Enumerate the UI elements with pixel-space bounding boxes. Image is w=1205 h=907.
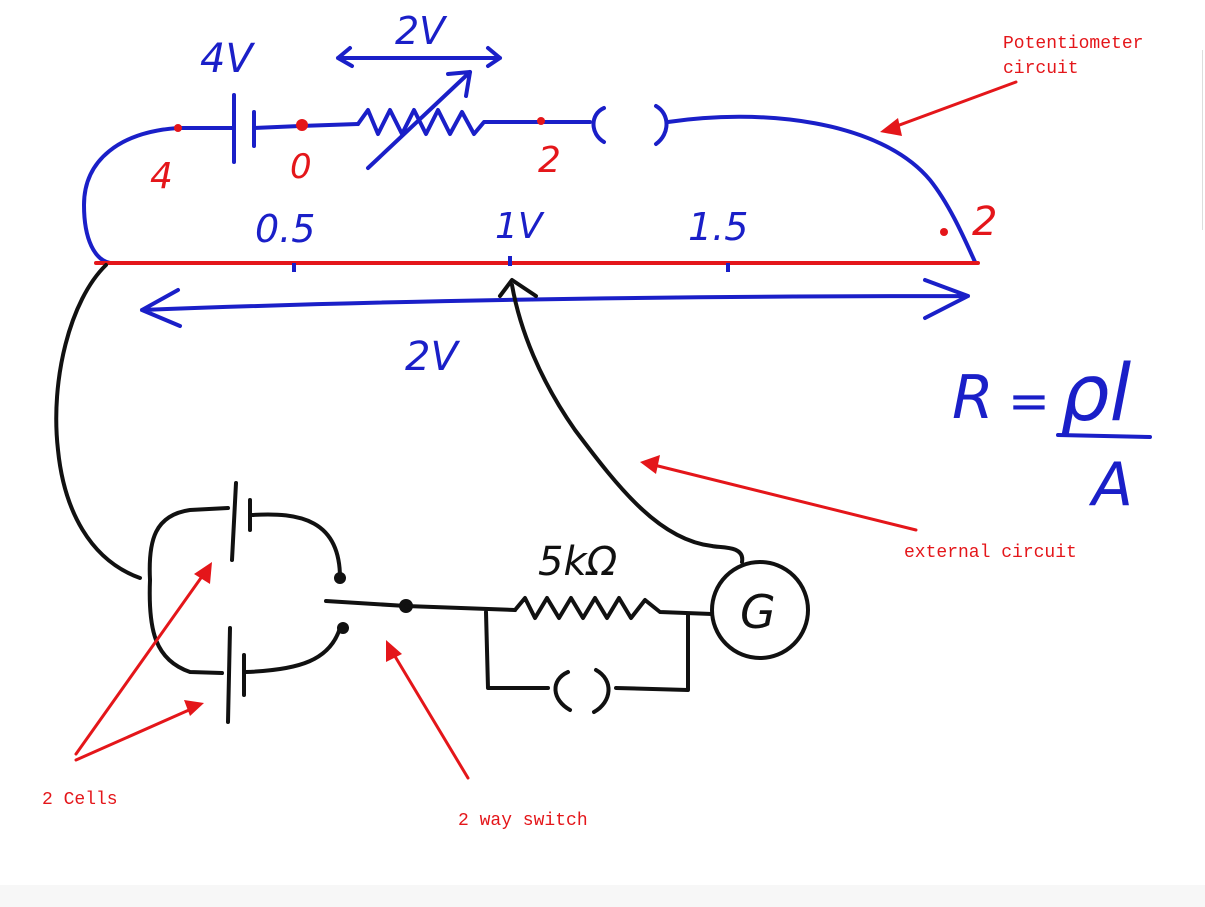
mark-label-1V: 1V: [495, 206, 545, 247]
two-way-switch-label: 2 way switch: [458, 811, 588, 831]
rheostat-arrowhead: [446, 70, 472, 98]
pot-left-wire: [82, 126, 180, 265]
frame-edge: [1202, 50, 1203, 230]
resistivity-formula: R = ρl A: [952, 349, 1152, 520]
source-voltage-label: 4V: [200, 36, 255, 82]
annotations: Potentiometer circuit external circuit 2…: [42, 34, 1143, 831]
node-label-4: 4: [150, 156, 173, 197]
parallel-branch: [484, 610, 690, 692]
parallel-key-right: [592, 668, 611, 714]
galvanometer-label: G: [740, 585, 776, 639]
potentiometer-label-line1: Potentiometer: [1003, 34, 1143, 54]
formula-numerator: ρl: [1060, 349, 1132, 439]
jockey-lead: [510, 283, 745, 564]
mark-label-1.5: 1.5: [688, 205, 748, 249]
pot-right-wire: [666, 114, 977, 264]
jockey-arrowhead: [498, 278, 538, 298]
node-dot-4: [174, 124, 182, 132]
wire-span-arrow: [140, 278, 970, 328]
potentiometer-pointer-head: [880, 118, 902, 136]
parallel-key-left: [553, 670, 572, 712]
cell-1-lead: [250, 512, 342, 580]
potentiometer-label-line2: circuit: [1003, 59, 1079, 79]
resistor-label: 5kΩ: [538, 539, 618, 585]
switch-arm: [324, 599, 408, 608]
galvanometer: [710, 560, 810, 660]
pot-key-right: [654, 104, 669, 146]
two-cells-pointer-lower-head: [184, 700, 204, 716]
external-circuit-pointer: [648, 462, 918, 532]
switch-contact-top: [334, 572, 346, 584]
footer-strip: [0, 885, 1205, 907]
node-label-2: 2: [538, 140, 561, 181]
formula-equals: =: [1008, 372, 1050, 430]
two-cells-pointer-lower: [74, 704, 200, 762]
external-circuit-label: external circuit: [904, 543, 1077, 563]
cell-2-lead: [244, 626, 342, 674]
wire-span-label: 2V: [405, 334, 460, 380]
formula-fraction-bar: [1056, 433, 1152, 439]
two-cells-pointer-upper: [74, 566, 210, 756]
formula-lhs: R: [952, 363, 994, 433]
ext-left-wire: [54, 263, 142, 580]
potentiometer-pointer: [884, 80, 1018, 132]
mark-label-0.5: 0.5: [255, 207, 315, 251]
cell-branch-loop: [147, 506, 230, 582]
external-circuit-pointer-head: [640, 455, 660, 474]
cell-branch-lower: [147, 578, 224, 675]
pot-key-left: [591, 106, 606, 144]
rheostat-zigzag: [356, 108, 542, 136]
external-circuit: 5kΩ G: [54, 263, 810, 724]
cell-1-long-plate: [230, 481, 238, 562]
rheostat-voltage-arrow: [336, 46, 502, 68]
two-cells-pointer-upper-head: [194, 562, 212, 584]
ext-lead-to-resistor: [404, 604, 517, 612]
node-dot-2: [537, 117, 545, 125]
ext-resistor-zigzag: [513, 596, 714, 620]
rheostat-variable-arrow: [366, 70, 472, 170]
node-dot-end: [940, 228, 948, 236]
two-way-switch-pointer: [388, 646, 470, 780]
rheostat-drop-label: 2V: [395, 9, 448, 53]
node-label-0: 0: [290, 147, 312, 187]
cell-2-long-plate: [226, 626, 232, 724]
potentiometer-wire: 0.5 1V 1.5 2V: [94, 205, 980, 380]
two-cells-label: 2 Cells: [42, 790, 118, 810]
two-way-switch-pointer-head: [386, 640, 402, 662]
wire-end-label: 2: [972, 199, 997, 245]
potentiometer-circuit: 4V 2V 4 0 2 2: [82, 9, 997, 265]
node-dot-0: [296, 119, 308, 131]
formula-denominator: A: [1088, 450, 1133, 520]
switch-contact-bottom: [337, 622, 349, 634]
